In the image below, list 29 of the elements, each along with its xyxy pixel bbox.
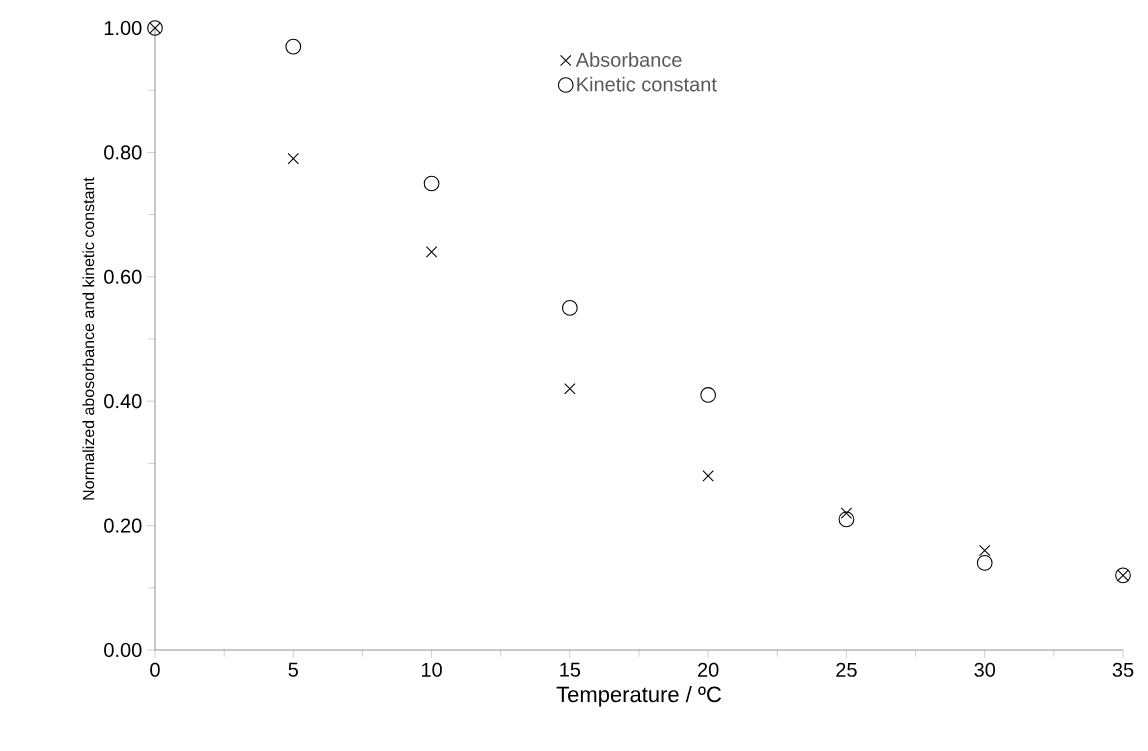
x-tick-label: 30 — [974, 662, 996, 677]
point — [285, 38, 302, 55]
y-tick-label: 0.00 — [104, 642, 142, 658]
x-tick-label: 0 — [150, 662, 160, 677]
legend-label: Absorbance — [575, 52, 682, 67]
point — [564, 383, 576, 395]
point — [700, 387, 717, 403]
point — [561, 300, 578, 316]
x-tick-label: 5 — [288, 662, 299, 677]
point — [978, 544, 991, 557]
y-tick-label: 0.40 — [104, 394, 142, 409]
x-tick-label: 15 — [560, 662, 581, 677]
x-tick-label: 20 — [698, 662, 719, 677]
y-tick-label: 1.00 — [104, 20, 142, 36]
point — [702, 470, 714, 482]
x-axis-title: Temperature / ºC — [556, 686, 722, 707]
point — [425, 246, 438, 258]
point — [976, 555, 993, 571]
point — [838, 511, 855, 528]
x-tick-label: 25 — [836, 662, 857, 677]
y-tick-label: 0.20 — [104, 518, 142, 533]
x-tick-label: 10 — [421, 662, 442, 677]
y-tick-label: 0.80 — [104, 145, 142, 160]
y-axis-title: Normalized abosorbance and kinetic constant — [82, 177, 95, 500]
point — [287, 152, 300, 165]
y-tick-label: 0.60 — [104, 269, 142, 284]
x-tick-label: 35 — [1112, 662, 1134, 677]
point — [423, 175, 440, 192]
legend-label: Kinetic constant — [577, 76, 717, 92]
